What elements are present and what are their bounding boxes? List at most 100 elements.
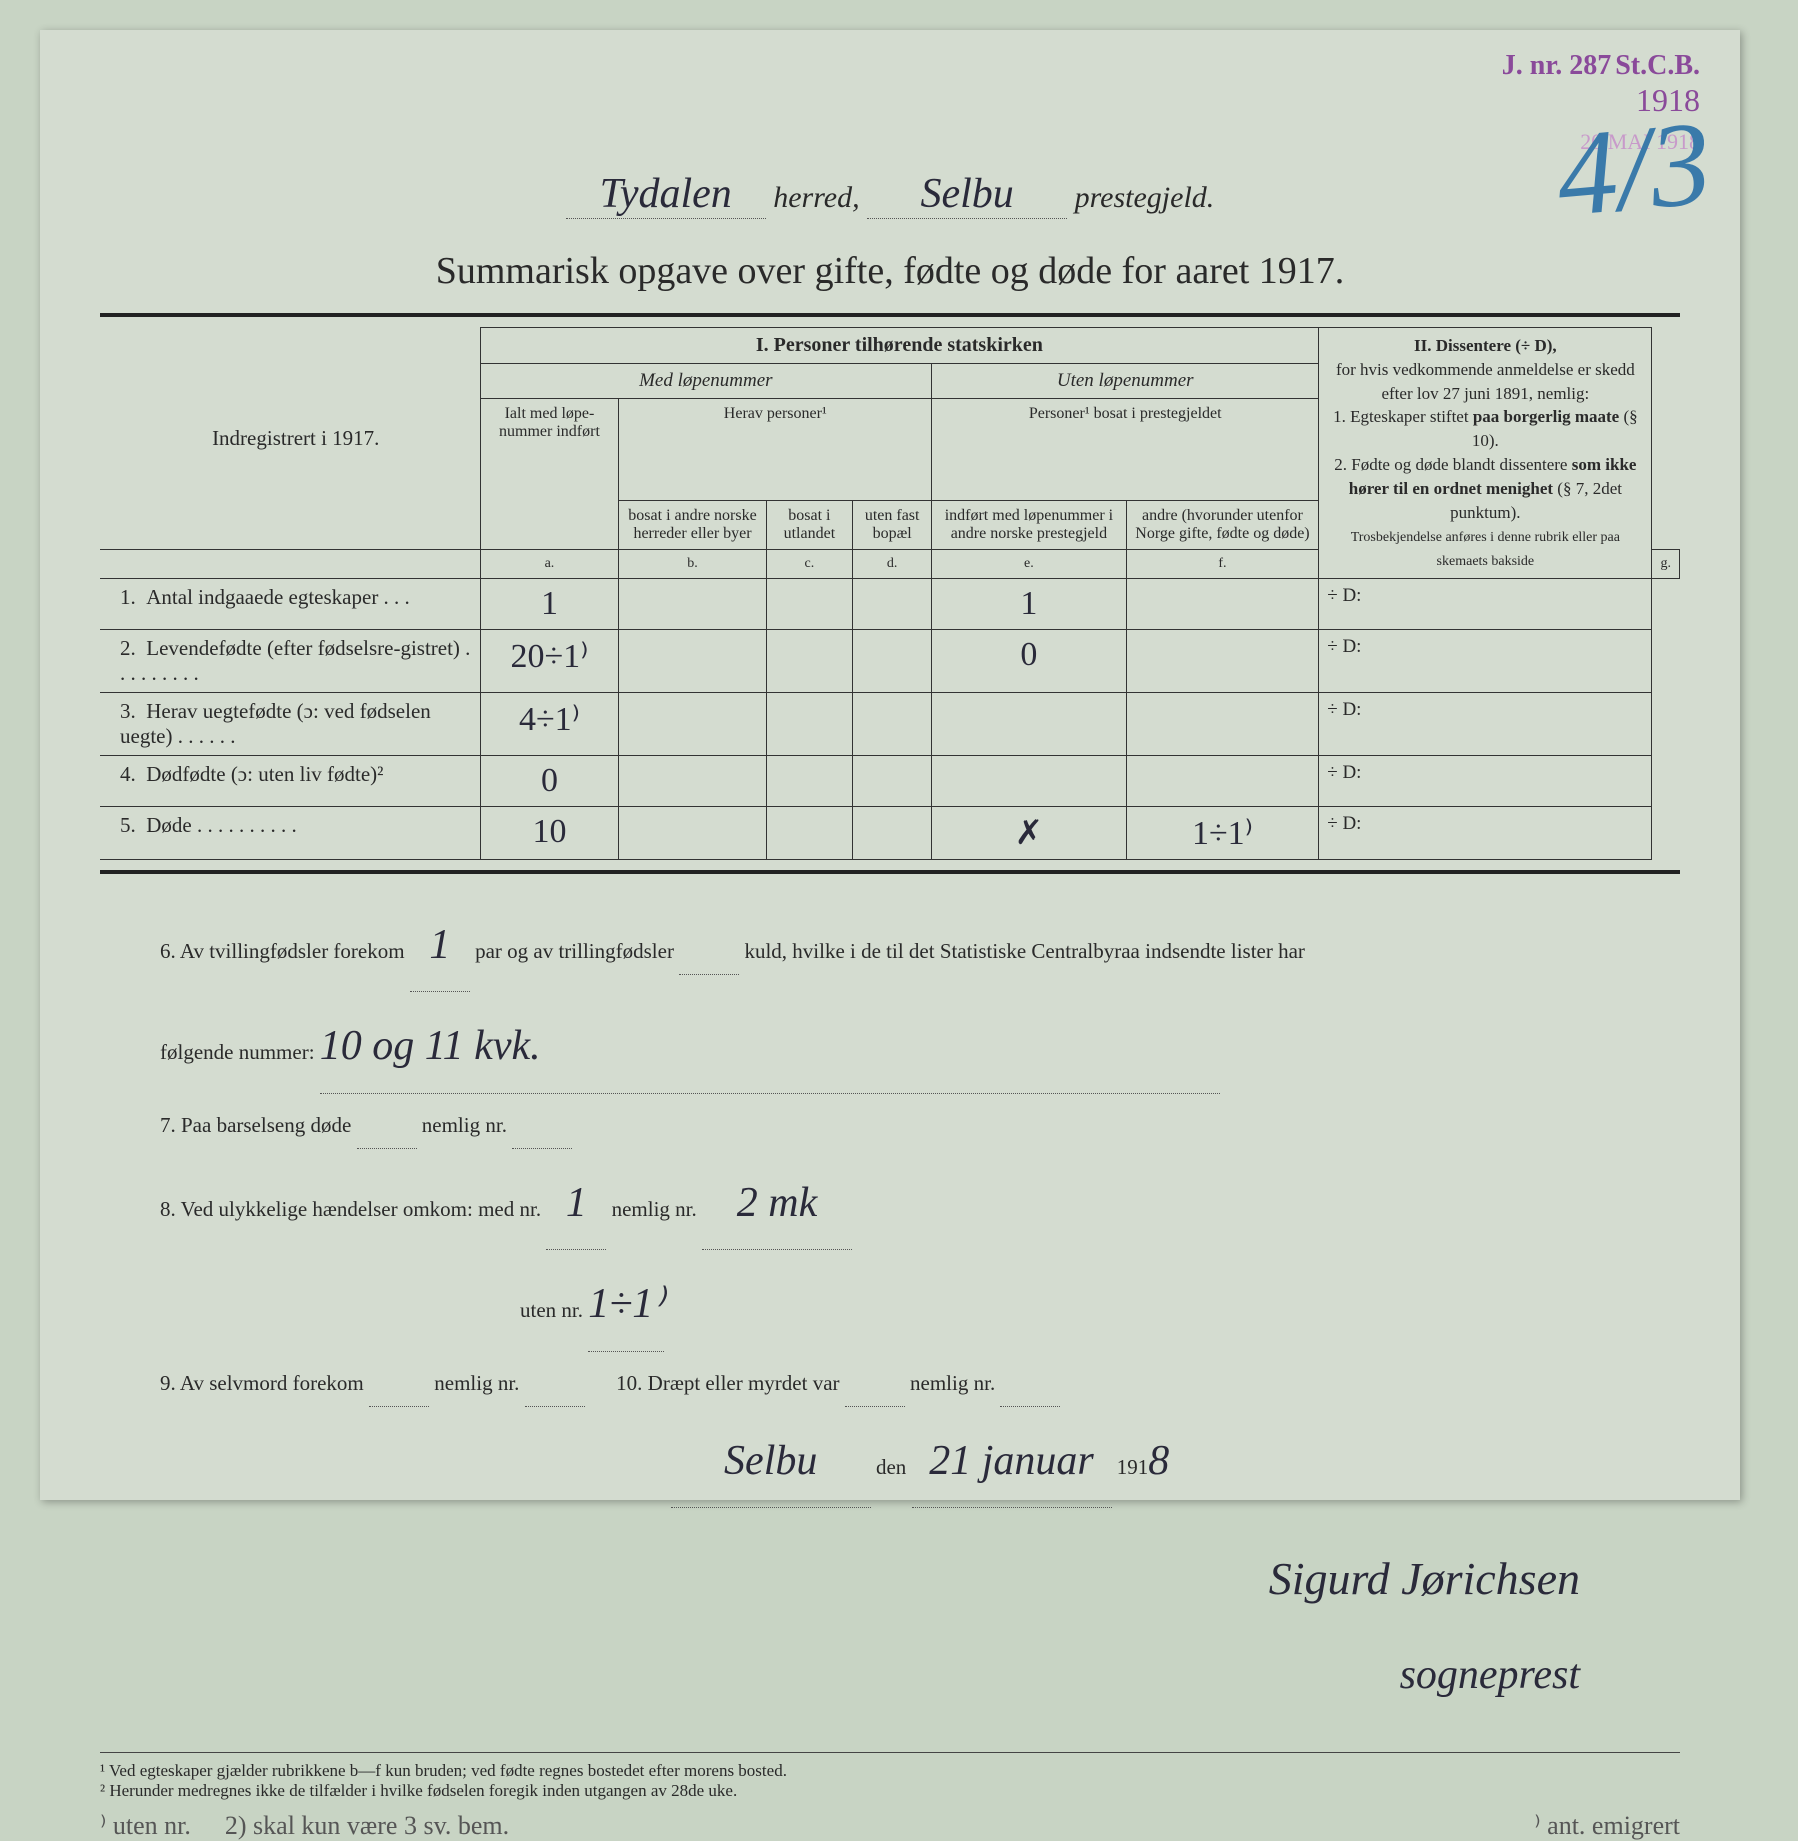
row4-e	[932, 755, 1127, 806]
row2-a: 20÷1⁾	[480, 629, 619, 692]
footnote-1: ¹ Ved egteskaper gjælder rubrikkene b—f …	[100, 1761, 1680, 1781]
line8-uten: uten nr. 1÷1⁾	[160, 1258, 1680, 1351]
trillinger-count	[679, 928, 739, 975]
blank-corner	[100, 549, 480, 578]
row2-f	[1126, 629, 1319, 692]
date-line: Selbu den 21 januar 1918	[160, 1415, 1680, 1508]
line9-10: 9. Av selvmord forekom nemlig nr. 10. Dr…	[160, 1360, 1680, 1407]
row2-d	[853, 629, 932, 692]
row3-g: ÷ D:	[1319, 692, 1652, 755]
row2-g: ÷ D:	[1319, 629, 1652, 692]
letter-e: e.	[932, 549, 1127, 578]
row4-f	[1126, 755, 1319, 806]
letter-g: g.	[1652, 549, 1680, 578]
col-b-header: bosat i andre norske herreder eller byer	[619, 500, 766, 549]
herred-label: herred,	[773, 181, 859, 214]
table-row: 3. Herav uegtefødte (ɔ: ved fødselen ueg…	[100, 692, 1680, 755]
row2-e: 0	[932, 629, 1127, 692]
line7: 7. Paa barselseng døde nemlig nr.	[160, 1102, 1680, 1149]
row1-e: 1	[932, 578, 1127, 629]
letter-a: a.	[480, 549, 619, 578]
hand-annot-1: ⁾ uten nr.	[100, 1811, 191, 1840]
row5-label: 5. Døde . . . . . . . . . .	[100, 806, 480, 859]
row4-a: 0	[480, 755, 619, 806]
hand-annot-2: 2) skal kun være 3 sv. bem.	[225, 1811, 509, 1840]
big-blue-annotation: 4/3	[1551, 94, 1716, 245]
row1-a: 1	[480, 578, 619, 629]
row4-d	[853, 755, 932, 806]
row4-c	[766, 755, 853, 806]
ulykke-med: 1	[546, 1157, 606, 1250]
tvillinger-count: 1	[410, 899, 470, 992]
ulykke-uten: 1÷1⁾	[588, 1258, 663, 1351]
date: 21 januar	[912, 1415, 1112, 1508]
place: Selbu	[671, 1415, 871, 1508]
ulykke-nemlig: 2 mk	[702, 1157, 852, 1250]
hand-annot-3: ⁾ ant. emigrert	[1534, 1811, 1680, 1841]
uten-lope: Uten løpenummer	[932, 364, 1319, 399]
row1-c	[766, 578, 853, 629]
section1-header: I. Personer tilhørende statskirken	[480, 328, 1319, 364]
row2-c	[766, 629, 853, 692]
notes-section: 6. Av tvillingfødsler forekom 1 par og a…	[100, 899, 1680, 1722]
col-c-header: bosat i utlandet	[766, 500, 853, 549]
row5-e: ✗	[932, 806, 1127, 859]
indregistrert-label: Indregistrert i 1917.	[100, 328, 480, 550]
signature-title: sogneprest	[160, 1629, 1580, 1721]
line6-cont: følgende nummer: 10 og 11 kvk.	[160, 1000, 1680, 1093]
row1-d	[853, 578, 932, 629]
nummer-list: 10 og 11 kvk.	[320, 1000, 1220, 1093]
journal-stamp: J. nr. 287	[1502, 50, 1611, 81]
letter-d: d.	[853, 549, 932, 578]
main-table: Indregistrert i 1917. I. Personer tilhør…	[100, 327, 1680, 860]
row4-label: 4. Dødfødte (ɔ: uten liv fødte)²	[100, 755, 480, 806]
row3-a: 4÷1⁾	[480, 692, 619, 755]
prestegjeld-value: Selbu	[867, 170, 1067, 219]
rule-top	[100, 313, 1680, 317]
row3-c	[766, 692, 853, 755]
letter-b: b.	[619, 549, 766, 578]
prestegjeld-label: prestegjeld.	[1075, 181, 1215, 214]
row3-d	[853, 692, 932, 755]
table-row: 1. Antal indgaaede egteskaper . . . 1 1 …	[100, 578, 1680, 629]
rule-bottom	[100, 870, 1680, 874]
document-title: Summarisk opgave over gifte, fødte og dø…	[100, 249, 1680, 293]
med-lope: Med løpenummer	[480, 364, 932, 399]
row3-b	[619, 692, 766, 755]
herav-personer: Herav personer¹	[619, 399, 932, 501]
col-e-header: indført med løpenummer i andre norske pr…	[932, 500, 1127, 549]
row2-label: 2. Levendefødte (efter fødselsre-gistret…	[100, 629, 480, 692]
col-a-header: Ialt med løpe-nummer indført	[480, 399, 619, 550]
row5-g: ÷ D:	[1319, 806, 1652, 859]
row5-c	[766, 806, 853, 859]
personer-bosat: Personer¹ bosat i prestegjeldet	[932, 399, 1319, 501]
row1-g: ÷ D:	[1319, 578, 1652, 629]
section2-title: II. Dissentere (÷ D),	[1414, 336, 1557, 355]
footnotes: ¹ Ved egteskaper gjælder rubrikkene b—f …	[100, 1752, 1680, 1841]
row5-b	[619, 806, 766, 859]
signature-area: Sigurd Jørichsen sogneprest	[160, 1528, 1680, 1722]
herred-value: Tydalen	[566, 170, 766, 219]
table-row: 5. Døde . . . . . . . . . . 10 ✗ 1÷1⁾ ÷ …	[100, 806, 1680, 859]
table-row: 2. Levendefødte (efter fødselsre-gistret…	[100, 629, 1680, 692]
row1-b	[619, 578, 766, 629]
row3-label: 3. Herav uegtefødte (ɔ: ved fødselen ueg…	[100, 692, 480, 755]
signature: Sigurd Jørichsen	[160, 1528, 1580, 1629]
year-digit: 8	[1148, 1438, 1169, 1484]
row1-label: 1. Antal indgaaede egteskaper . . .	[100, 578, 480, 629]
row3-e	[932, 692, 1127, 755]
row4-g: ÷ D:	[1319, 755, 1652, 806]
row5-a: 10	[480, 806, 619, 859]
col-d-header: uten fast bopæl	[853, 500, 932, 549]
col-f-header: andre (hvorunder utenfor Norge gifte, fø…	[1126, 500, 1319, 549]
row1-f	[1126, 578, 1319, 629]
line8: 8. Ved ulykkelige hændelser omkom: med n…	[160, 1157, 1680, 1250]
footnote-2: ² Herunder medregnes ikke de tilfælder i…	[100, 1781, 1680, 1801]
section2-cell: II. Dissentere (÷ D), for hvis vedkommen…	[1319, 328, 1652, 579]
table-row: 4. Dødfødte (ɔ: uten liv fødte)² 0 ÷ D:	[100, 755, 1680, 806]
row5-d	[853, 806, 932, 859]
header-line: Tydalen herred, Selbu prestegjeld.	[100, 170, 1680, 219]
dissentere-text: for hvis vedkommende anmeldelse er skedd…	[1333, 360, 1638, 569]
stcb-stamp: St.C.B.	[1615, 50, 1700, 81]
row5-f: 1÷1⁾	[1126, 806, 1319, 859]
